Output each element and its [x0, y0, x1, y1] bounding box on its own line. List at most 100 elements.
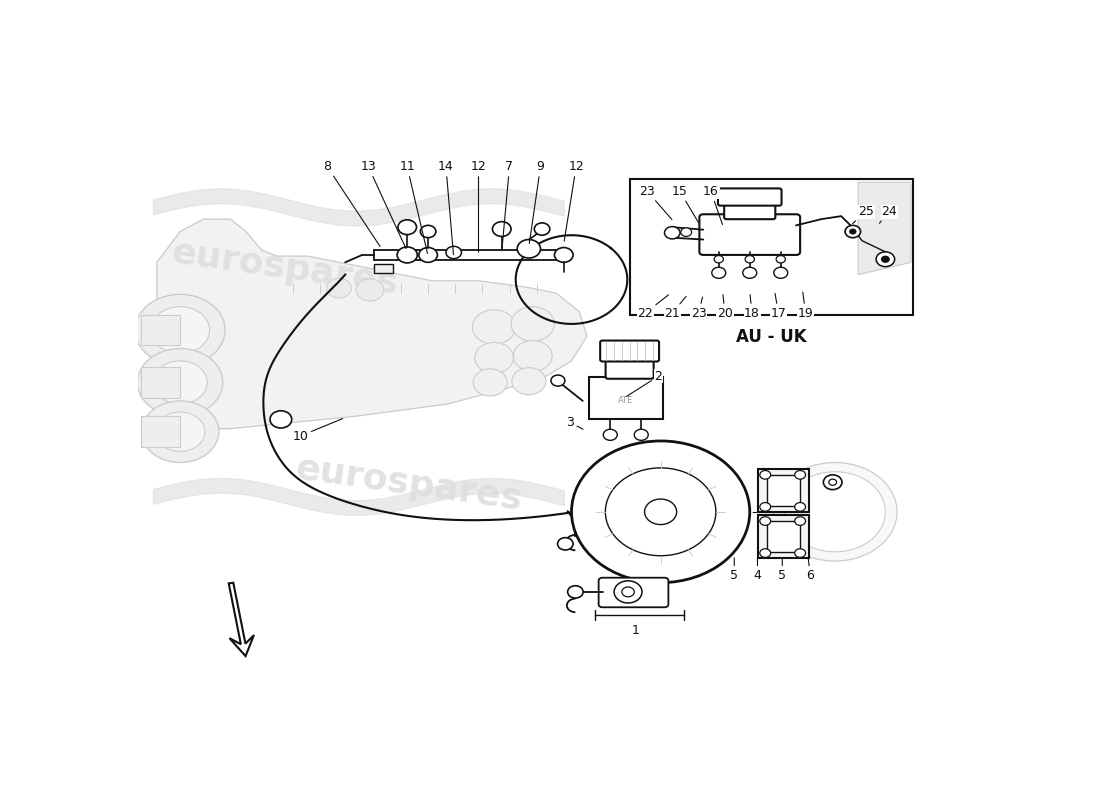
Circle shape: [512, 368, 546, 394]
Polygon shape: [229, 582, 254, 656]
Circle shape: [397, 247, 417, 263]
Circle shape: [760, 549, 771, 558]
Text: 12: 12: [471, 160, 486, 252]
Circle shape: [794, 502, 805, 511]
Text: 17: 17: [770, 294, 786, 320]
Bar: [767, 475, 800, 506]
Circle shape: [635, 430, 648, 440]
Bar: [588, 377, 662, 418]
Circle shape: [824, 475, 842, 490]
Circle shape: [568, 586, 583, 598]
Circle shape: [446, 246, 462, 258]
Circle shape: [745, 255, 755, 263]
Text: 2: 2: [627, 370, 662, 396]
Text: 14: 14: [438, 160, 454, 254]
Bar: [142, 314, 180, 346]
Text: 23: 23: [639, 185, 672, 219]
Circle shape: [554, 247, 573, 262]
Text: 5: 5: [730, 558, 738, 582]
Circle shape: [551, 375, 565, 386]
Text: 6: 6: [806, 558, 814, 582]
Circle shape: [784, 472, 886, 552]
Text: 13: 13: [361, 160, 406, 249]
Text: 25: 25: [852, 206, 873, 223]
Text: 21: 21: [664, 297, 686, 320]
Text: 22: 22: [637, 295, 669, 320]
Circle shape: [327, 278, 351, 298]
Circle shape: [712, 267, 726, 278]
Circle shape: [474, 342, 514, 373]
FancyBboxPatch shape: [724, 201, 776, 219]
Circle shape: [270, 410, 292, 428]
Polygon shape: [157, 219, 587, 429]
Text: 20: 20: [717, 294, 733, 320]
Text: 9: 9: [529, 160, 544, 243]
Circle shape: [760, 517, 771, 526]
FancyBboxPatch shape: [718, 188, 781, 206]
Circle shape: [614, 581, 642, 603]
FancyBboxPatch shape: [606, 357, 653, 378]
Text: 24: 24: [879, 206, 898, 223]
Text: 10: 10: [293, 418, 342, 442]
Circle shape: [773, 267, 788, 278]
Circle shape: [621, 587, 635, 597]
Text: 7: 7: [502, 160, 514, 249]
Circle shape: [794, 470, 805, 479]
Circle shape: [473, 369, 507, 396]
Circle shape: [681, 228, 692, 237]
Circle shape: [794, 517, 805, 526]
Text: 1: 1: [631, 624, 640, 637]
Text: 12: 12: [564, 160, 584, 241]
Circle shape: [845, 226, 860, 238]
Circle shape: [535, 223, 550, 235]
Text: 11: 11: [399, 160, 428, 254]
Text: eurospares: eurospares: [294, 451, 525, 517]
Bar: [142, 367, 180, 398]
Text: 18: 18: [744, 294, 760, 320]
Circle shape: [512, 306, 554, 341]
Circle shape: [881, 256, 889, 262]
Text: AU - UK: AU - UK: [736, 328, 806, 346]
Circle shape: [794, 549, 805, 558]
FancyBboxPatch shape: [758, 515, 810, 558]
Text: 16: 16: [703, 185, 723, 225]
FancyBboxPatch shape: [700, 214, 800, 255]
Circle shape: [356, 279, 384, 301]
Circle shape: [138, 349, 222, 416]
Circle shape: [849, 229, 856, 234]
Text: 3: 3: [566, 416, 583, 430]
Text: 4: 4: [754, 558, 761, 582]
Circle shape: [876, 252, 894, 266]
Circle shape: [517, 239, 540, 258]
Circle shape: [714, 255, 724, 263]
Circle shape: [605, 468, 716, 556]
Text: 8: 8: [323, 160, 381, 246]
FancyBboxPatch shape: [758, 469, 810, 512]
Circle shape: [398, 220, 417, 234]
Circle shape: [155, 412, 205, 451]
Text: ATE: ATE: [618, 397, 634, 406]
Circle shape: [572, 441, 750, 582]
Circle shape: [760, 470, 771, 479]
Circle shape: [472, 310, 516, 344]
Circle shape: [645, 499, 676, 525]
Circle shape: [493, 222, 512, 237]
Circle shape: [419, 247, 438, 262]
Circle shape: [760, 502, 771, 511]
Circle shape: [603, 430, 617, 440]
FancyBboxPatch shape: [598, 578, 669, 607]
Circle shape: [142, 401, 219, 462]
Circle shape: [777, 255, 785, 263]
Circle shape: [153, 361, 207, 404]
Bar: [629, 179, 913, 314]
Circle shape: [514, 341, 552, 371]
Circle shape: [151, 306, 210, 354]
Circle shape: [135, 294, 226, 366]
Text: 15: 15: [672, 185, 698, 223]
Circle shape: [742, 267, 757, 278]
FancyBboxPatch shape: [601, 341, 659, 362]
Bar: [142, 416, 180, 447]
Text: 5: 5: [779, 558, 786, 582]
Bar: [767, 521, 800, 552]
Circle shape: [558, 538, 573, 550]
